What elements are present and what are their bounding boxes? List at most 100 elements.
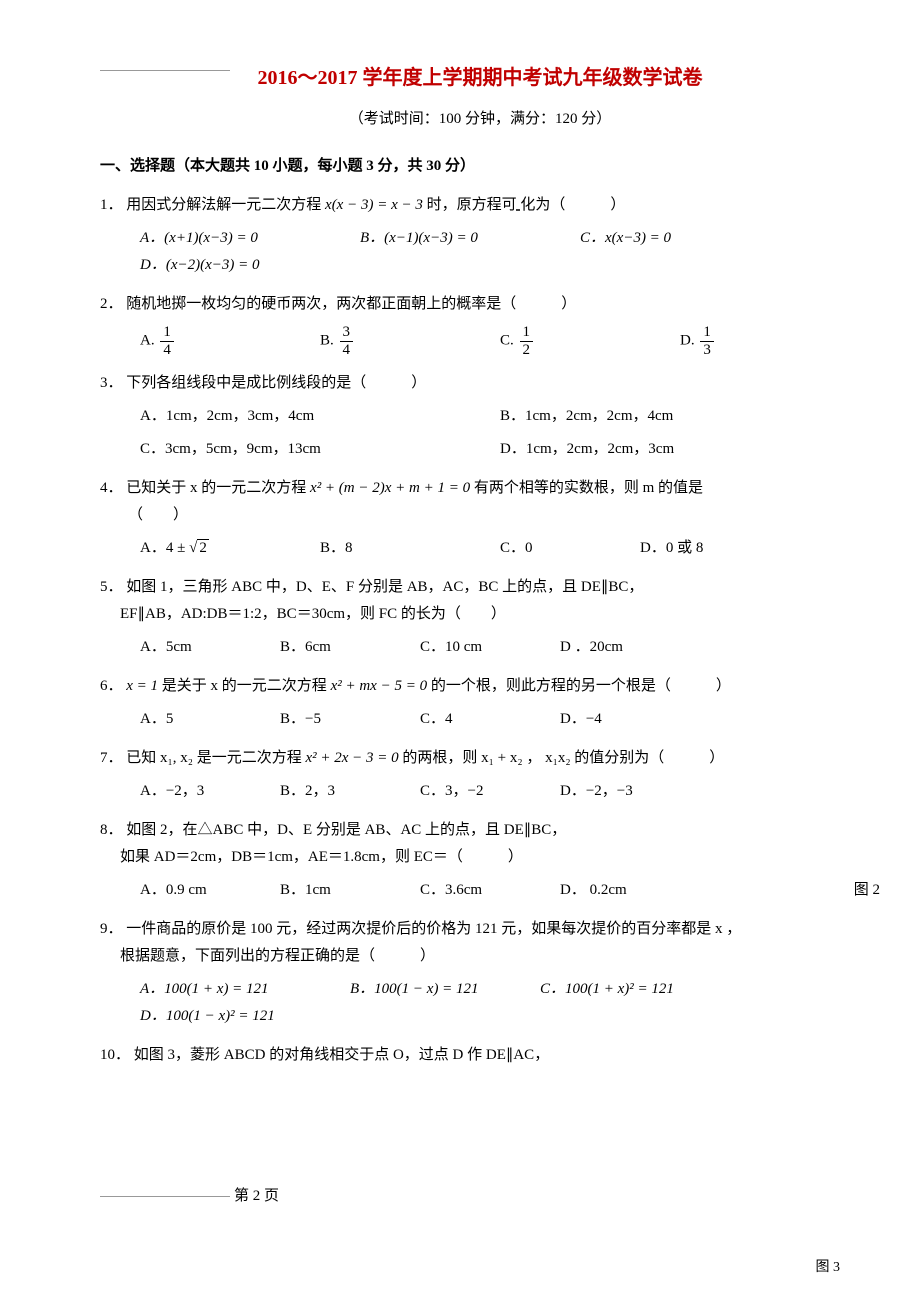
q2-a-num: 1	[160, 324, 174, 342]
q8-opts: A．0.9 cm B．1cm C．3.6cm D． 0.2cm 图 2	[140, 877, 860, 904]
q9-opt-d: D．100(1 − x)² = 121	[140, 1003, 290, 1030]
q10-num: 10．	[100, 1047, 130, 1063]
question-8: 8． 如图 2，在△ABC 中，D、E 分别是 AB、AC 上的点，且 DE∥B…	[100, 817, 860, 904]
q1-body: 1． 用因式分解法解一元二次方程 x(x − 3) = x − 3 时，原方程可…	[100, 192, 860, 219]
q2-text: 随机地掷一枚均匀的硬币两次，两次都正面朝上的概率是（ ）	[126, 296, 576, 312]
q2-opt-c: C. 12	[500, 324, 660, 358]
question-1: 1． 用因式分解法解一元二次方程 x(x − 3) = x − 3 时，原方程可…	[100, 192, 860, 279]
q2-d-frac: 13	[700, 324, 714, 358]
q7-opt-c: C．3，−2	[420, 778, 540, 805]
q7-opt-a: A．−2，3	[140, 778, 260, 805]
footer-rule	[100, 1196, 230, 1197]
q2-d-label: D.	[680, 332, 695, 348]
q3-opt-d: D．1cm，2cm，2cm，3cm	[500, 436, 840, 463]
q4-opt-d: D．0 或 8	[640, 535, 800, 562]
q4-text-a: 已知关于 x 的一元二次方程	[126, 480, 310, 496]
q2-b-frac: 34	[340, 324, 354, 358]
q6-opt-a: A．5	[140, 706, 260, 733]
exam-subtitle: （考试时间：100 分钟，满分：120 分）	[100, 106, 860, 133]
q8-opt-d: D． 0.2cm	[560, 877, 680, 904]
q6-text-a: x = 1	[126, 678, 158, 694]
q2-d-den: 3	[700, 342, 714, 359]
q5-opts: A．5cm B．6cm C．10 cm D ．20cm	[140, 634, 860, 661]
q6-opt-b: B．−5	[280, 706, 400, 733]
fig3-label: 图 3	[816, 1255, 841, 1280]
q7-opt-b: B．2，3	[280, 778, 400, 805]
q9-opt-c: C．100(1 + x)² = 121	[540, 976, 720, 1003]
q9-line2: 根据题意，下面列出的方程正确的是（ ）	[120, 943, 860, 970]
q5-opt-c: C．10 cm	[420, 634, 540, 661]
q6-opts: A．5 B．−5 C．4 D．−4	[140, 706, 860, 733]
q4-opt-b: B．8	[320, 535, 480, 562]
q3-opt-a: A．1cm，2cm，3cm，4cm	[140, 403, 480, 430]
q2-body: 2． 随机地掷一枚均匀的硬币两次，两次都正面朝上的概率是（ ）	[100, 291, 860, 318]
q7-opt-d: D．−2，−3	[560, 778, 680, 805]
header-rule	[100, 70, 230, 71]
q1-num: 1．	[100, 197, 123, 213]
q9-text1: 一件商品的原价是 100 元，经过两次提价后的价格为 121 元，如果每次提价的…	[126, 921, 741, 937]
q3-num: 3．	[100, 375, 123, 391]
fig2-label: 图 2	[854, 877, 880, 904]
q9-opts: A．100(1 + x) = 121 B．100(1 − x) = 121 C．…	[140, 976, 860, 1030]
q8-opt-a: A．0.9 cm	[140, 877, 260, 904]
q5-num: 5．	[100, 579, 123, 595]
q9-opt-a: A．100(1 + x) = 121	[140, 976, 330, 1003]
q9-opt-b: B．100(1 − x) = 121	[350, 976, 520, 1003]
q10-text: 如图 3，菱形 ABCD 的对角线相交于点 O，过点 D 作 DE∥AC，	[134, 1047, 549, 1063]
q7-text-b: 的两根，则 x₁ + x₂ ， x₁x₂ 的值分别为（ ）	[402, 750, 724, 766]
exam-page: 2016～2017 学年度上学期期中考试九年级数学试卷 （考试时间：100 分钟…	[0, 0, 920, 1300]
q3-opt-c: C．3cm，5cm，9cm，13cm	[140, 436, 480, 463]
question-7: 7． 已知 x₁, x₂ 是一元二次方程 x² + 2x − 3 = 0 的两根…	[100, 745, 860, 805]
q7-text-a: 已知 x₁, x₂ 是一元二次方程	[126, 750, 305, 766]
q6-opt-c: C．4	[420, 706, 540, 733]
q4-opts: A．4 ± 2 B．8 C．0 D．0 或 8	[140, 535, 860, 562]
q1-text-a: 用因式分解法解一元二次方程	[126, 197, 325, 213]
q5-opt-b: B．6cm	[280, 634, 400, 661]
q8-text1: 如图 2，在△ABC 中，D、E 分别是 AB、AC 上的点，且 DE∥BC，	[126, 822, 566, 838]
q1-opts: A．(x+1)(x−3) = 0 B．(x−1)(x−3) = 0 C．x(x−…	[140, 225, 860, 279]
q1-text-c: 化为（ ）	[520, 197, 625, 213]
question-10: 10． 如图 3，菱形 ABCD 的对角线相交于点 O，过点 D 作 DE∥AC…	[100, 1042, 860, 1069]
q9-line1: 9． 一件商品的原价是 100 元，经过两次提价后的价格为 121 元，如果每次…	[100, 916, 860, 943]
q7-opts: A．−2，3 B．2，3 C．3，−2 D．−2，−3	[140, 778, 860, 805]
exam-title: 2016～2017 学年度上学期期中考试九年级数学试卷	[100, 60, 860, 96]
q6-expr: x² + mx − 5 = 0	[331, 678, 428, 694]
q2-b-den: 4	[340, 342, 354, 359]
q2-opts: A. 14 B. 34 C. 12 D. 13	[140, 324, 860, 358]
q2-c-frac: 12	[520, 324, 534, 358]
q6-num: 6．	[100, 678, 123, 694]
q4-a-pre: A．4 ±	[140, 540, 189, 556]
q2-d-num: 1	[700, 324, 714, 342]
q5-text1: 如图 1，三角形 ABC 中，D、E、F 分别是 AB，AC，BC 上的点，且 …	[126, 579, 643, 595]
q8-num: 8．	[100, 822, 123, 838]
q8-line1: 8． 如图 2，在△ABC 中，D、E 分别是 AB、AC 上的点，且 DE∥B…	[100, 817, 860, 844]
q2-a-label: A.	[140, 332, 155, 348]
footer: 第 2 页	[100, 1183, 279, 1210]
question-9: 9． 一件商品的原价是 100 元，经过两次提价后的价格为 121 元，如果每次…	[100, 916, 860, 1030]
q2-opt-a: A. 14	[140, 324, 300, 358]
q2-a-frac: 14	[160, 324, 174, 358]
q4-expr: x² + (m − 2)x + m + 1 = 0	[310, 480, 470, 496]
q6-text-b: 是关于 x 的一元二次方程	[162, 678, 331, 694]
q2-c-num: 1	[520, 324, 534, 342]
q5-line1: 5． 如图 1，三角形 ABC 中，D、E、F 分别是 AB，AC，BC 上的点…	[100, 574, 860, 601]
q2-c-den: 2	[520, 342, 534, 359]
q5-opt-d: D ．20cm	[560, 634, 680, 661]
q8-line2: 如果 AD＝2cm，DB＝1cm，AE＝1.8cm，则 EC＝（ ）	[120, 844, 860, 871]
q3-opts-row1: A．1cm，2cm，3cm，4cm B．1cm，2cm，2cm，4cm	[140, 403, 860, 430]
q5-line2: EF∥AB，AD:DB＝1:2，BC＝30cm，则 FC 的长为（ ）	[120, 601, 860, 628]
q4-num: 4．	[100, 480, 123, 496]
q8-opt-b: B．1cm	[280, 877, 400, 904]
section-1-head: 一、选择题（本大题共 10 小题，每小题 3 分，共 30 分）	[100, 153, 860, 180]
q7-expr: x² + 2x − 3 = 0	[305, 750, 398, 766]
q4-a-rad: 2	[197, 539, 209, 556]
q3-opt-b: B．1cm，2cm，2cm，4cm	[500, 403, 840, 430]
q2-a-den: 4	[160, 342, 174, 359]
q5-opt-a: A．5cm	[140, 634, 260, 661]
q7-body: 7． 已知 x₁, x₂ 是一元二次方程 x² + 2x − 3 = 0 的两根…	[100, 745, 860, 772]
q4-opt-c: C．0	[500, 535, 620, 562]
q3-opts-row2: C．3cm，5cm，9cm，13cm D．1cm，2cm，2cm，3cm	[140, 436, 860, 463]
page-number: 第 2 页	[234, 1183, 279, 1210]
q9-num: 9．	[100, 921, 123, 937]
question-6: 6． x = 1 是关于 x 的一元二次方程 x² + mx − 5 = 0 的…	[100, 673, 860, 733]
